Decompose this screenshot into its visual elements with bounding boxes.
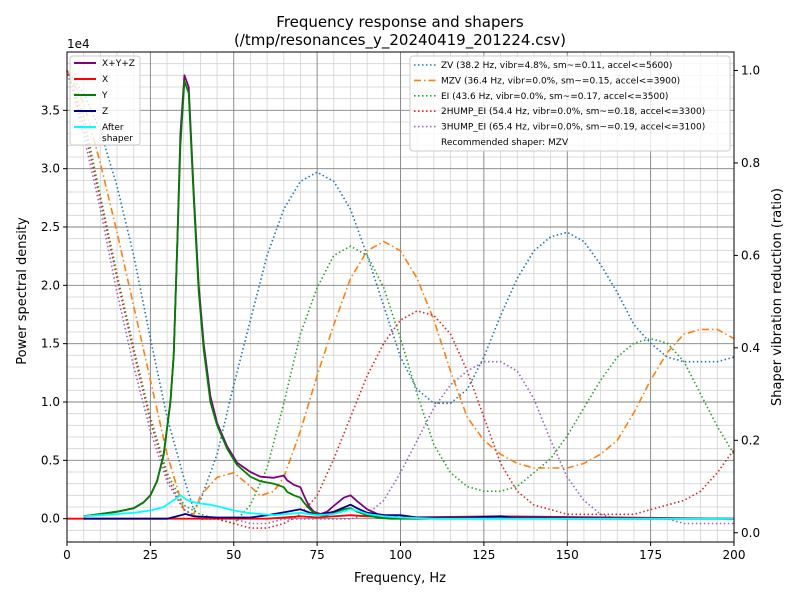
x-axis-ticks: 0 25 50 75 100 125 150 175 200 bbox=[63, 542, 745, 562]
y-tick-label: 1.5 bbox=[41, 337, 60, 351]
x-tick-label: 25 bbox=[143, 548, 158, 562]
psd-legend-label-4: After bbox=[102, 123, 124, 133]
psd-curves bbox=[67, 74, 735, 520]
recommended-shaper-text: Recommended shaper: MZV bbox=[441, 138, 569, 148]
psd-legend-label-4: shaper bbox=[102, 134, 133, 144]
x-axis-label: Frequency, Hz bbox=[354, 571, 446, 586]
shaper-legend-label-1: MZV (36.4 Hz, vibr=0.0%, sm~=0.15, accel… bbox=[441, 76, 680, 86]
x-tick-label: 50 bbox=[226, 548, 241, 562]
y-tick-label: 0.0 bbox=[41, 512, 60, 526]
shaper-legend-label-3: 2HUMP_EI (54.4 Hz, vibr=0.0%, sm~=0.18, … bbox=[441, 107, 705, 117]
y-tick-label: 3.0 bbox=[41, 162, 60, 176]
y2-tick-label: 0.2 bbox=[741, 433, 760, 447]
y-tick-label: 2.0 bbox=[41, 278, 60, 292]
shaper-legend-label-4: 3HUMP_EI (65.4 Hz, vibr=0.0%, sm~=0.19, … bbox=[441, 123, 705, 133]
y-tick-label: 1.0 bbox=[41, 395, 60, 409]
chart-title: Frequency response and shapers bbox=[276, 13, 524, 31]
y2-axis-label: Shaper vibration reduction (ratio) bbox=[770, 188, 785, 406]
y-axis-label: Power spectral density bbox=[15, 217, 30, 365]
psd-curve-2 bbox=[83, 80, 734, 520]
y-axis-ticks: 0.0 0.5 1.0 1.5 2.0 2.5 3.0 3.5 bbox=[41, 103, 67, 526]
psd-legend-label-2: Y bbox=[101, 91, 108, 101]
y2-tick-label: 0.6 bbox=[741, 248, 760, 262]
x-tick-label: 0 bbox=[63, 548, 71, 562]
y-tick-label: 0.5 bbox=[41, 453, 60, 467]
shaper-legend-label-0: ZV (38.2 Hz, vibr=4.8%, sm~=0.11, accel<… bbox=[441, 61, 672, 71]
shaper-legend: ZV (38.2 Hz, vibr=4.8%, sm~=0.11, accel<… bbox=[409, 55, 731, 152]
psd-curve-4 bbox=[83, 494, 734, 520]
shaper-legend-box bbox=[409, 55, 731, 152]
y-axis-scale-label: 1e4 bbox=[67, 37, 90, 51]
y2-axis-ticks: 0.0 0.2 0.4 0.6 0.8 1.0 bbox=[734, 63, 760, 540]
psd-legend-label-3: Z bbox=[102, 107, 108, 117]
x-tick-label: 150 bbox=[556, 548, 579, 562]
chart-subtitle: (/tmp/resonances_y_20240419_201224.csv) bbox=[234, 31, 566, 50]
y2-tick-label: 1.0 bbox=[741, 63, 760, 77]
shaper-curves bbox=[66, 70, 735, 529]
y2-tick-label: 0.8 bbox=[741, 156, 760, 170]
shaper-curve-0 bbox=[66, 70, 735, 512]
x-tick-label: 175 bbox=[639, 548, 662, 562]
y2-tick-label: 0.4 bbox=[741, 341, 760, 355]
x-tick-label: 75 bbox=[309, 548, 324, 562]
y2-tick-label: 0.0 bbox=[741, 526, 760, 540]
y-tick-label: 2.5 bbox=[41, 220, 60, 234]
psd-legend-label-0: X+Y+Z bbox=[102, 59, 135, 69]
psd-legend-label-1: X bbox=[102, 75, 108, 85]
x-tick-label: 100 bbox=[389, 548, 412, 562]
shaper-curve-4 bbox=[66, 70, 734, 525]
x-tick-label: 125 bbox=[472, 548, 495, 562]
shaper-curve-1 bbox=[66, 70, 735, 516]
shaper-legend-label-2: EI (43.6 Hz, vibr=0.0%, sm~=0.17, accel<… bbox=[441, 92, 668, 102]
y-tick-label: 3.5 bbox=[41, 103, 60, 117]
psd-curve-3 bbox=[83, 503, 735, 520]
x-tick-label: 200 bbox=[723, 548, 746, 562]
